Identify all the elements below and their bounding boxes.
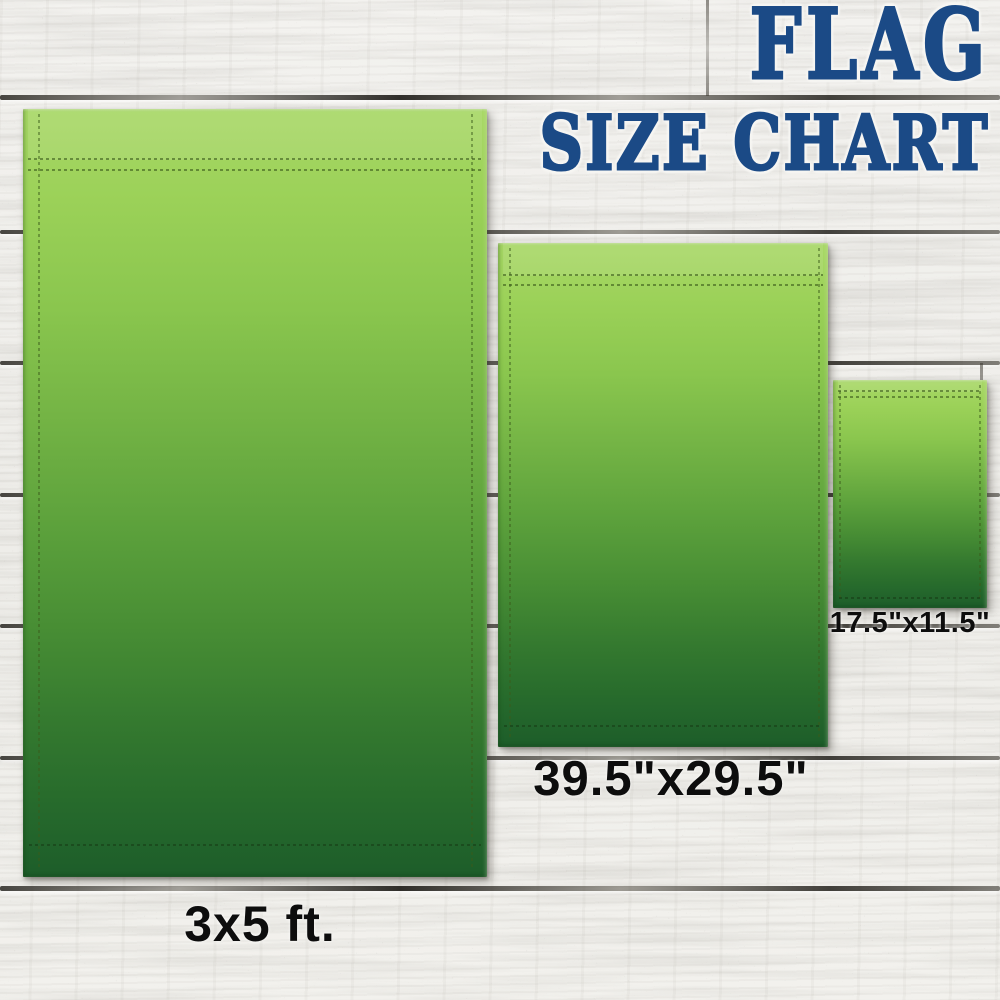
flag-swatch-medium bbox=[498, 243, 828, 747]
flag-stitch-right bbox=[979, 385, 981, 601]
flag-stitch-left bbox=[38, 114, 40, 870]
flag-swatch-small bbox=[833, 380, 987, 608]
flag-stitch-left bbox=[509, 248, 511, 740]
flag-swatch-large bbox=[23, 109, 487, 877]
plank-seam bbox=[0, 886, 1000, 891]
flag-header-seam bbox=[28, 109, 482, 171]
flag-stitch-right bbox=[471, 114, 473, 870]
page-title: FLAG SIZE CHART bbox=[427, 0, 990, 188]
flag-hem-stitch bbox=[504, 725, 822, 727]
flag-size-label-large: 3x5 ft. bbox=[184, 896, 336, 952]
title-line-size-chart: SIZE CHART bbox=[539, 99, 990, 188]
flag-hem-stitch bbox=[29, 844, 481, 846]
flag-header-seam bbox=[503, 243, 823, 286]
flag-size-label-small: 17.5"x11.5" bbox=[829, 607, 991, 639]
flag-stitch-left bbox=[839, 385, 841, 601]
flag-header-seam bbox=[838, 380, 982, 398]
flag-hem-stitch bbox=[839, 597, 981, 599]
title-line-flag: FLAG bbox=[749, 0, 990, 101]
flag-size-label-medium: 39.5"x29.5" bbox=[533, 752, 809, 806]
flag-stitch-right bbox=[818, 248, 820, 740]
